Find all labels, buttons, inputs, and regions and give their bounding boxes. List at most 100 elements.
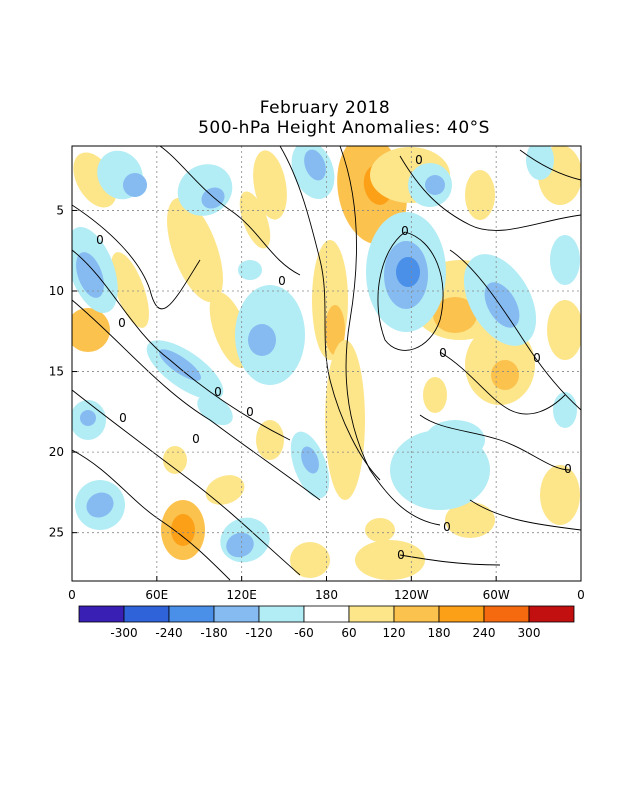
x-tick-label: 180: [315, 588, 338, 602]
anomaly-blob: [301, 446, 319, 474]
anomaly-fills: [72, 146, 581, 580]
colorbar-label: 120: [383, 626, 406, 640]
colorbar-swatch: [528, 605, 575, 623]
anomaly-blob: [201, 187, 225, 209]
y-tick-label: 5: [56, 203, 64, 217]
zero-contour: [72, 299, 321, 501]
colorbar-swatch: [438, 605, 485, 623]
chart-subtitle: 500-hPa Height Anomalies: 40°S: [198, 118, 490, 138]
zero-contour: [399, 155, 581, 231]
contour-label: 0: [192, 432, 200, 446]
y-tick-label: 10: [49, 284, 64, 298]
x-tick-label: 60E: [145, 588, 168, 602]
anomaly-blob: [325, 340, 365, 500]
contour-label: 0: [397, 548, 405, 562]
zero-contour: [72, 249, 291, 441]
zero-contour: [72, 449, 231, 581]
anomaly-blob: [547, 300, 581, 360]
colorbar-swatch: [348, 605, 395, 623]
anomaly-blob: [304, 149, 326, 181]
anomaly-blob: [433, 297, 477, 333]
chart-title: February 2018: [259, 98, 391, 118]
colorbar-swatch: [123, 605, 170, 623]
anomaly-blob: [253, 150, 287, 220]
contour-label: 0: [96, 233, 104, 247]
zero-contour: [279, 146, 381, 481]
contour-label: 0: [564, 462, 572, 476]
anomaly-blob: [396, 257, 420, 287]
contour-label: 0: [214, 385, 222, 399]
anomaly-blob: [445, 502, 495, 538]
anomaly-blob: [72, 308, 110, 352]
contour-label: 0: [439, 346, 447, 360]
y-tick-label: 20: [49, 445, 64, 459]
anomaly-blob: [425, 420, 485, 460]
anomaly-blob: [171, 514, 195, 546]
anomaly-blob: [491, 360, 519, 390]
anomaly-blob: [123, 173, 147, 197]
colorbar-swatch: [78, 605, 125, 623]
y-tick-label: 15: [49, 365, 64, 379]
contour-label: 0: [278, 274, 286, 288]
anomaly-blob: [550, 235, 580, 285]
zero-contour: [449, 249, 581, 411]
anomaly-blob: [423, 377, 447, 413]
zero-contour: [377, 231, 444, 351]
colorbar-swatch: [258, 605, 305, 623]
anomaly-blob: [226, 532, 254, 558]
anomaly-blob: [239, 191, 271, 249]
colorbar-label: -300: [110, 626, 137, 640]
contour-label: 0: [118, 316, 126, 330]
x-tick-label: 0: [577, 588, 585, 602]
anomaly-blob: [325, 305, 345, 355]
contour-label: 0: [246, 405, 254, 419]
anomaly-blob: [86, 492, 114, 518]
colorbar-label: 60: [341, 626, 356, 640]
colorbar-swatch: [483, 605, 530, 623]
zero-contour: [399, 554, 501, 566]
x-tick-label: 60W: [483, 588, 510, 602]
colorbar-swatch: [303, 605, 350, 623]
zero-contour: [439, 351, 566, 415]
anomaly-blob: [159, 349, 201, 381]
y-axis: 5 10 15 20 25: [49, 203, 77, 540]
anomaly-blob: [355, 540, 425, 580]
colorbar-label: 180: [428, 626, 451, 640]
contour-label: 0: [119, 411, 127, 425]
anomaly-blob: [256, 420, 284, 460]
colorbar-label: -60: [294, 626, 314, 640]
zero-contour: [159, 146, 301, 276]
colorbar-label: -180: [200, 626, 227, 640]
contour-label: 0: [533, 351, 541, 365]
anomaly-blob: [205, 475, 245, 505]
anomaly-blob: [465, 170, 495, 220]
anomaly-blob: [76, 252, 104, 298]
zero-contour: [339, 146, 441, 526]
anomaly-blob: [238, 260, 262, 280]
zero-contours: 0 0 0 0 0 0 0 0 0 0 0 0 0 0: [72, 146, 581, 581]
colorbar-swatch: [213, 605, 260, 623]
anomaly-blob: [248, 324, 276, 356]
anomaly-blob: [425, 175, 445, 195]
zero-contour: [519, 149, 581, 181]
anomaly-blob: [484, 282, 520, 328]
anomaly-blob: [80, 410, 96, 426]
colorbar-label: -240: [155, 626, 182, 640]
x-tick-label: 0: [68, 588, 76, 602]
contour-label: 0: [401, 224, 409, 238]
anomaly-blob: [553, 392, 577, 428]
contour-label: 0: [415, 153, 423, 167]
x-axis: 0 60E 120E 180 120W 60W 0: [68, 576, 585, 602]
colorbar-label: -120: [245, 626, 272, 640]
contour-label: 0: [443, 520, 451, 534]
anomaly-blob: [540, 465, 580, 525]
colorbar-label: 240: [473, 626, 496, 640]
anomaly-blob: [167, 197, 223, 303]
x-tick-label: 120W: [394, 588, 429, 602]
zero-contour: [419, 414, 571, 471]
y-tick-label: 25: [49, 526, 64, 540]
colorbar-label: 300: [518, 626, 541, 640]
anomaly-blob: [290, 542, 330, 578]
zero-contour: [469, 499, 581, 531]
